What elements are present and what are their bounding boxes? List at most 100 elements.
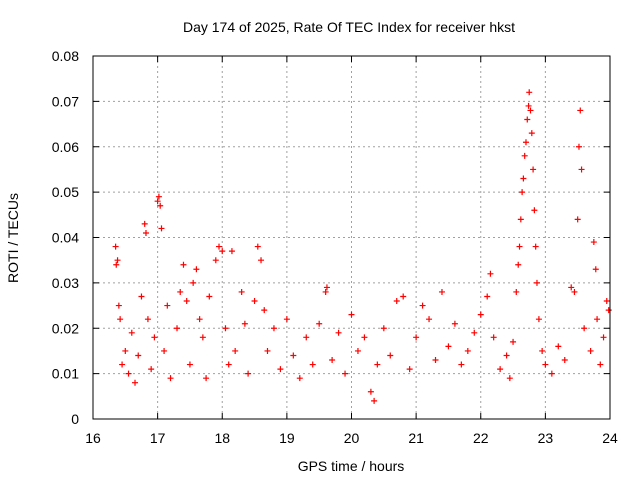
data-point <box>520 175 527 182</box>
y-tick-label: 0.08 <box>52 48 79 64</box>
data-point <box>199 334 206 341</box>
data-point <box>571 288 578 295</box>
data-point <box>532 243 539 250</box>
data-point <box>515 261 522 268</box>
x-tick-label: 17 <box>150 430 166 446</box>
data-point <box>270 325 277 332</box>
data-point <box>190 279 197 286</box>
data-point <box>222 325 229 332</box>
data-point <box>329 357 336 364</box>
data-point <box>196 316 203 323</box>
data-point <box>203 375 210 382</box>
data-point <box>400 293 407 300</box>
data-point <box>380 325 387 332</box>
data-point <box>561 357 568 364</box>
data-point <box>119 361 126 368</box>
data-point <box>322 288 329 295</box>
data-point <box>261 307 268 314</box>
data-point <box>245 370 252 377</box>
data-point <box>393 298 400 305</box>
data-point <box>348 311 355 318</box>
data-point <box>142 229 149 236</box>
axis-ticks: 16 17 18 19 20 21 22 23 24 0 0.01 0.02 0.03 0.04 0.05 0… <box>52 48 618 446</box>
data-point <box>555 343 562 350</box>
data-point <box>413 334 420 341</box>
data-point <box>342 370 349 377</box>
data-point <box>530 166 537 173</box>
data-point <box>158 225 165 232</box>
data-point <box>521 152 528 159</box>
data-point <box>316 320 323 327</box>
data-point <box>225 361 232 368</box>
data-point <box>283 316 290 323</box>
data-point <box>374 361 381 368</box>
data-point <box>578 166 585 173</box>
data-point <box>216 243 223 250</box>
data-point <box>180 261 187 268</box>
data-point <box>542 361 549 368</box>
data-point <box>125 370 132 377</box>
data-point <box>177 288 184 295</box>
x-tick-label: 22 <box>473 430 489 446</box>
data-point <box>451 320 458 327</box>
data-point <box>577 107 584 114</box>
data-point <box>477 311 484 318</box>
y-tick-label: 0.06 <box>52 139 79 155</box>
data-point <box>335 329 342 336</box>
data-point <box>597 361 604 368</box>
data-point <box>323 284 330 291</box>
data-point <box>277 366 284 373</box>
data-point <box>590 239 597 246</box>
data-point <box>167 375 174 382</box>
data-point <box>525 102 532 109</box>
data-point <box>574 216 581 223</box>
data-point <box>112 243 119 250</box>
data-point <box>354 347 361 354</box>
data-point <box>114 257 121 264</box>
data-point <box>513 288 520 295</box>
data-point <box>519 189 526 196</box>
data-point <box>186 361 193 368</box>
y-tick-label: 0.01 <box>52 366 79 382</box>
data-point <box>548 370 555 377</box>
data-point <box>526 89 533 96</box>
data-point <box>122 347 129 354</box>
y-axis-label: ROTI / TECUs <box>5 193 21 283</box>
data-point <box>151 334 158 341</box>
y-tick-label: 0.04 <box>52 230 79 246</box>
data-point <box>309 361 316 368</box>
data-point <box>471 329 478 336</box>
data-point <box>144 316 151 323</box>
data-point <box>490 334 497 341</box>
data-point <box>535 316 542 323</box>
data-point <box>241 320 248 327</box>
data-point <box>161 347 168 354</box>
data-point <box>517 216 524 223</box>
data-point <box>206 293 213 300</box>
data-point <box>148 366 155 373</box>
data-point <box>406 366 413 373</box>
data-point <box>426 316 433 323</box>
data-point <box>458 361 465 368</box>
data-point <box>528 130 535 137</box>
data-point <box>522 139 529 146</box>
data-point <box>438 288 445 295</box>
data-point <box>371 397 378 404</box>
data-point <box>600 334 607 341</box>
data-point <box>254 243 261 250</box>
x-tick-label: 16 <box>85 430 101 446</box>
data-point <box>361 334 368 341</box>
data-point <box>132 379 139 386</box>
data-point <box>138 293 145 300</box>
data-point <box>587 347 594 354</box>
data-point <box>141 220 148 227</box>
data-point <box>264 347 271 354</box>
data-point <box>154 198 161 205</box>
data-points <box>112 89 612 404</box>
data-point <box>290 352 297 359</box>
x-tick-label: 19 <box>279 430 295 446</box>
data-point <box>212 257 219 264</box>
data-point <box>592 266 599 273</box>
data-point <box>193 266 200 273</box>
data-point <box>155 193 162 200</box>
